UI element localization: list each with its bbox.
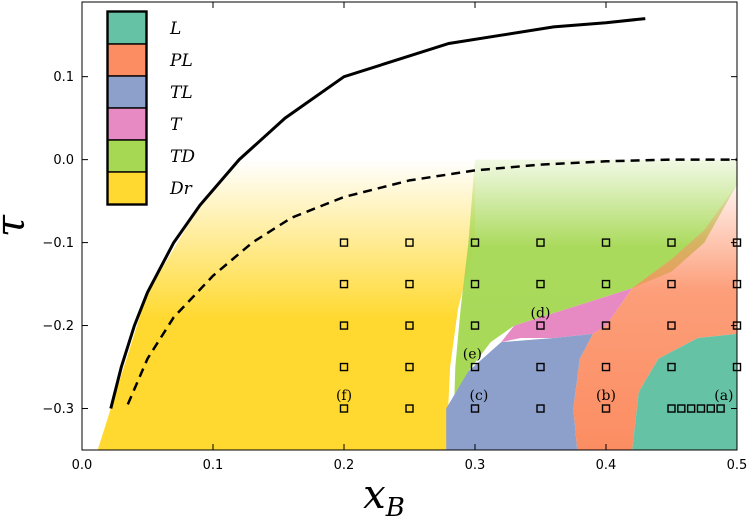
- sample-point: [677, 404, 686, 413]
- sample-points: [339, 238, 742, 413]
- sample-point: [667, 362, 676, 372]
- legend-label-dr: Dr: [169, 179, 193, 199]
- legend-label-l: L: [169, 19, 181, 39]
- legend-swatch-l: [107, 11, 147, 45]
- legend-swatch-t: [107, 107, 147, 141]
- sample-point: [601, 362, 611, 372]
- x-tick-label: 0.4: [596, 458, 617, 473]
- sample-point: [339, 404, 349, 413]
- x-tick-label: 0.1: [203, 458, 224, 473]
- sample-point: [405, 362, 414, 372]
- sample-point: [339, 362, 349, 372]
- region-tl: [446, 333, 593, 450]
- sample-point: [716, 404, 725, 413]
- annotation-label: (d): [531, 305, 551, 321]
- sample-point: [470, 362, 480, 372]
- sample-point: [339, 279, 349, 289]
- sample-point: [536, 362, 545, 372]
- annotation-label: (c): [470, 388, 489, 404]
- x-tick-label: 0.3: [465, 458, 486, 473]
- x-axis-ticks: 0.0 0.1 0.2 0.3 0.4 0.5: [72, 2, 748, 473]
- sample-point: [405, 279, 414, 289]
- sample-point: [470, 321, 480, 330]
- annotation-label: (b): [596, 388, 616, 404]
- sample-point: [706, 404, 715, 413]
- y-tick-label: 0.1: [53, 70, 74, 85]
- x-axis-label-main: x: [363, 472, 386, 517]
- sample-point: [536, 321, 545, 330]
- legend-label-tl: TL: [170, 83, 193, 103]
- x-tick-label: 0.5: [727, 458, 748, 473]
- sample-point: [536, 404, 545, 413]
- annotation-label: (a): [714, 388, 733, 404]
- sample-point: [405, 321, 414, 330]
- region-l: [632, 333, 737, 450]
- sample-point: [686, 404, 696, 413]
- legend-label-t: T: [170, 115, 183, 135]
- y-axis-ticks: 0.1 0.0 −0.1 −0.2 −0.3: [42, 70, 737, 417]
- sample-point: [601, 238, 611, 247]
- region-pl: [573, 184, 737, 450]
- y-axis-label: τ: [0, 214, 34, 237]
- x-tick-label: 0.2: [334, 458, 355, 473]
- legend: L PL TL T TD Dr: [106, 10, 195, 206]
- x-tick-label: 0.0: [72, 458, 93, 473]
- sample-point: [667, 238, 676, 247]
- legend-swatch-frame: [106, 10, 148, 206]
- sample-point: [405, 238, 414, 247]
- sample-point: [339, 238, 349, 247]
- y-tick-label: −0.1: [42, 236, 74, 251]
- legend-swatch-td: [107, 139, 147, 173]
- legend-label-pl: PL: [169, 51, 193, 71]
- y-tick-label: −0.2: [42, 319, 74, 334]
- legend-swatch-dr: [107, 171, 147, 205]
- sample-point: [667, 404, 676, 413]
- sample-point: [667, 321, 676, 330]
- sample-point: [470, 238, 480, 247]
- sample-point: [470, 404, 480, 413]
- sample-point: [536, 279, 545, 289]
- sample-point: [601, 321, 611, 330]
- annotation-label: (f): [336, 388, 352, 404]
- sample-point: [470, 279, 480, 289]
- annotation-label: (e): [463, 347, 482, 363]
- sample-point: [405, 404, 414, 413]
- sample-point: [601, 404, 611, 413]
- dashed-boundary-curve: [126, 158, 737, 405]
- region-dr: [97, 159, 475, 450]
- region-t: [501, 288, 633, 343]
- solid-boundary-curve: [109, 17, 646, 409]
- legend-swatch-tl: [107, 75, 147, 109]
- sample-point: [696, 404, 706, 413]
- sample-point: [601, 279, 611, 289]
- point-annotations: (a) (b) (c) (d) (e) (f): [336, 305, 734, 404]
- legend-swatch-pl: [107, 43, 147, 77]
- y-tick-label: 0.0: [53, 153, 74, 168]
- x-axis-label-subscript: B: [385, 493, 405, 517]
- sample-point: [339, 321, 349, 330]
- sample-point: [667, 279, 676, 289]
- legend-label-td: TD: [170, 147, 195, 167]
- phase-regions: [97, 159, 737, 450]
- x-axis-label: xB: [363, 472, 405, 517]
- boundary-curves: [109, 17, 737, 409]
- plot-frame: [81, 1, 738, 451]
- sample-point: [536, 238, 545, 247]
- y-tick-label: −0.3: [42, 402, 74, 417]
- region-td: [454, 159, 737, 409]
